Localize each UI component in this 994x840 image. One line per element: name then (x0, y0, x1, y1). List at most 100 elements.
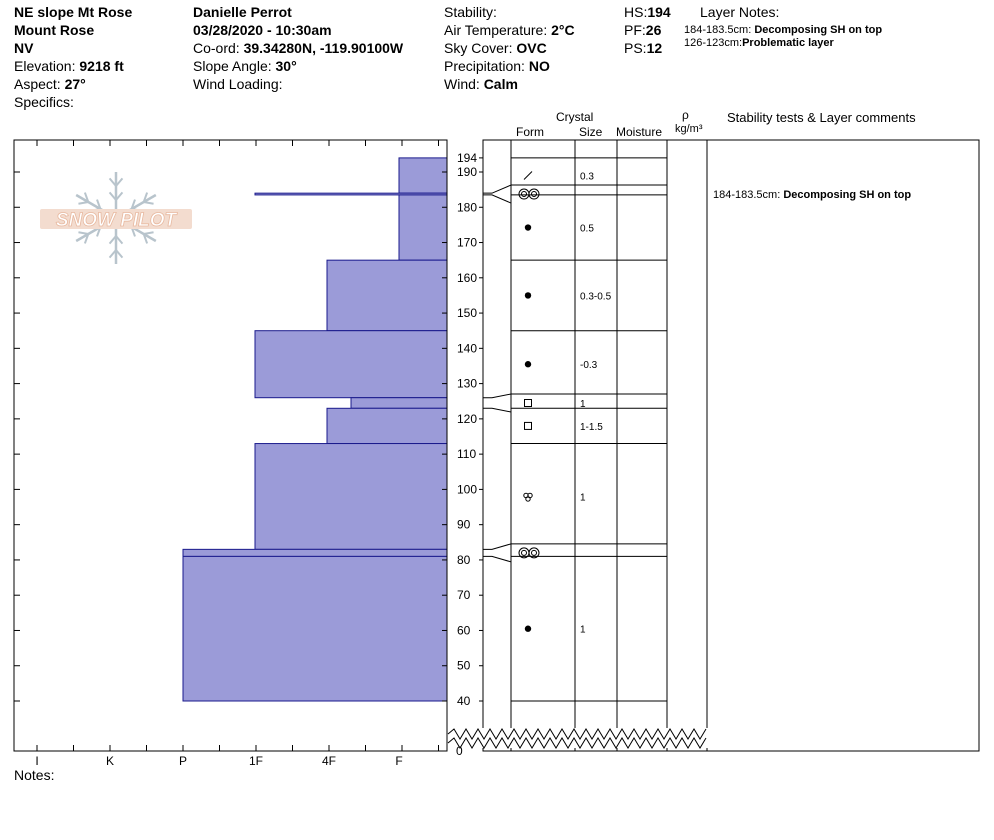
location-title: NE slope Mt Rose (14, 4, 133, 20)
precip-particle-icon (523, 171, 533, 180)
crystal-size-label: 0.3 (580, 172, 594, 183)
surface-hoar-icon (528, 188, 540, 200)
rounded-grain-icon (524, 625, 532, 632)
y-tick-label: 80 (457, 553, 471, 567)
y-tick-label: 120 (457, 412, 477, 426)
layer-connector (483, 393, 512, 399)
surface-hoar-icon (518, 188, 530, 200)
hardness-bar (182, 548, 448, 557)
snowflake-branch (115, 249, 124, 259)
crystal-size-label: 1 (580, 625, 586, 636)
surface-hoar-icon (531, 549, 537, 556)
snowflake-branch (108, 177, 117, 187)
stability-header: Stability tests & Layer comments (727, 110, 916, 125)
y-tick-label: 40 (457, 694, 471, 708)
y-tick-label: 150 (457, 306, 477, 320)
stability-comments: 184-183.5cm: Decomposing SH on top (713, 189, 911, 201)
snowflake-branch (78, 231, 89, 235)
faceted-crystal-icon (524, 421, 532, 430)
snowflake-branch (142, 192, 149, 203)
crystal-size-label: 1-1.5 (580, 422, 603, 433)
snowflake-branch (143, 231, 154, 235)
surface-hoar-icon (521, 191, 527, 198)
crystal-table: 0.3 0.5 0.3-0.5 -0.3 1 1-1.5 1 1 (483, 157, 667, 702)
snowflake-branch (108, 191, 117, 201)
crystal-size-label: -0.3 (580, 360, 598, 371)
surface-hoar-icon (528, 547, 540, 559)
wind: Wind: Calm (444, 76, 518, 92)
layer-note-1: 184-183.5cm: Decomposing SH on top (684, 24, 883, 36)
table-frame (482, 139, 980, 752)
hardness-bars (182, 157, 448, 702)
snowflake-branch (115, 191, 124, 201)
snowflake-branch (130, 199, 136, 210)
aspect: Aspect: 27° (14, 76, 86, 92)
axis-break-line (447, 728, 707, 740)
x-category-label: F (395, 754, 402, 768)
y-tick-label: 180 (457, 200, 477, 214)
crystal-size-label: 1 (580, 492, 586, 503)
snowpilot-logo: SNOW PILOT (40, 172, 192, 264)
snowflake-branch (108, 235, 117, 245)
layer-notes-label: Layer Notes: (700, 4, 780, 20)
stability-comment: 184-183.5cm: Decomposing SH on top (713, 189, 911, 201)
density-unit-header: kg/m³ (675, 123, 703, 135)
hardness-axis: I K P 1F 4F F (35, 140, 439, 768)
y-tick-label: 170 (457, 236, 477, 250)
crystal-header: Crystal (556, 110, 594, 124)
rho-header: ρ (682, 108, 689, 122)
size-header: Size (579, 125, 603, 139)
snowflake-branch (83, 192, 90, 203)
x-category-label: I (35, 754, 38, 768)
crystal-size-label: 1 (580, 399, 586, 410)
y-tick-label: 190 (457, 165, 477, 179)
y-tick-label: 70 (457, 588, 471, 602)
layer-connector (483, 184, 512, 194)
x-category-label: 1F (249, 754, 263, 768)
hardness-bar (350, 397, 448, 409)
y-tick-label: 90 (457, 518, 471, 532)
layer-connector (483, 543, 512, 550)
range-name: Mount Rose (14, 22, 95, 38)
crystal-size-label: 0.3-0.5 (580, 291, 612, 302)
hardness-bar (254, 330, 448, 399)
hardness-bar (326, 407, 448, 445)
hardness-bar (326, 259, 448, 332)
air-temperature: Air Temperature: 2°C (444, 22, 575, 38)
observation-datetime: 03/28/2020 - 10:30am (193, 22, 332, 38)
y-zero-label: 0 (456, 744, 463, 758)
logo-text: SNOW PILOT (56, 210, 178, 231)
hardness-bar (398, 194, 448, 261)
specifics: Specifics: (14, 94, 74, 110)
y-tick-label: 100 (457, 482, 477, 496)
layer-connector (483, 407, 512, 413)
wind-loading: Wind Loading: (193, 76, 283, 92)
observer-name: Danielle Perrot (193, 4, 292, 20)
layer-connector (483, 555, 512, 563)
form-header: Form (516, 125, 544, 139)
rounded-grain-icon (524, 292, 532, 299)
hardness-bar (182, 555, 448, 702)
snowflake-branch (115, 235, 124, 245)
y-tick-label: 130 (457, 377, 477, 391)
y-tick-label: 140 (457, 341, 477, 355)
moisture-header: Moisture (616, 125, 663, 139)
hardness-bar (398, 157, 448, 194)
y-tick-label: 160 (457, 271, 477, 285)
pf-value: PF:26 (624, 22, 662, 38)
rounded-grain-icon (524, 224, 532, 231)
precipitation: Precipitation: NO (444, 58, 550, 74)
snowflake-branch (143, 201, 154, 205)
snowflake-branch (115, 177, 124, 187)
surface-hoar-icon (521, 549, 527, 556)
x-category-label: 4F (322, 754, 336, 768)
height-axis: 40 50 60 70 80 90 100 110 120 130 140 150 160 170 180 1… (14, 151, 483, 758)
logo-banner (40, 209, 192, 229)
elevation: Elevation: 9218 ft (14, 58, 124, 74)
stability: Stability: (444, 4, 497, 20)
hardness-plot-frame (13, 139, 448, 752)
layer-note-2: 126-123cm:Problematic layer (684, 37, 834, 49)
rounded-grain-icon (524, 361, 532, 368)
chart-frames (13, 139, 980, 752)
